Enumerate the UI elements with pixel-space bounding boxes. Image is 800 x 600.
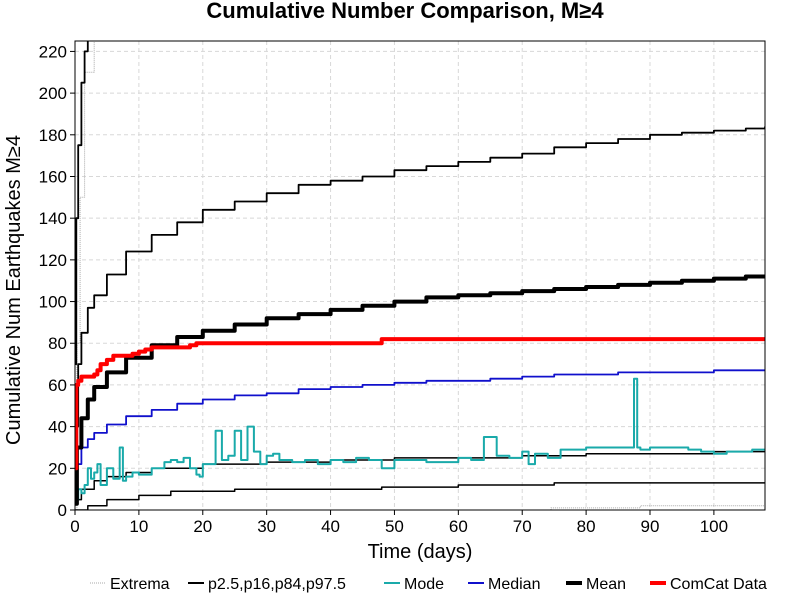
y-tick-label: 180 [39,126,67,145]
y-tick-label: 160 [39,167,67,186]
axis-ticks: 0 10 20 30 40 50 60 70 80 90 100 0 20 40 60 80 100 120 140… [39,42,728,536]
chart-title: Cumulative Number Comparison, M≥4 [206,0,604,23]
plot-area [75,41,765,510]
y-tick-label: 0 [58,501,67,520]
legend-label: ComCat Data [670,576,767,593]
series-line-mean [75,274,765,506]
series-line-comcat [75,337,765,471]
series-line-p97_5 [75,41,89,365]
series-line-p2_5 [75,482,765,510]
legend-label: Mean [586,576,626,593]
x-tick-label: 40 [321,517,340,536]
x-tick-label: 90 [641,517,660,536]
x-tick-label: 0 [70,517,79,536]
y-tick-label: 100 [39,293,67,312]
y-tick-label: 220 [39,42,67,61]
y-tick-label: 200 [39,84,67,103]
x-tick-label: 70 [513,517,532,536]
x-tick-label: 30 [257,517,276,536]
y-axis-label: Cumulative Num Earthquakes M≥4 [3,135,25,445]
y-tick-label: 80 [48,334,67,353]
x-tick-label: 60 [449,517,468,536]
y-tick-label: 40 [48,418,67,437]
y-tick-label: 140 [39,209,67,228]
legend-label: p2.5,p16,p84,p97.5 [208,576,346,593]
y-tick-label: 120 [39,251,67,270]
x-tick-label: 50 [385,517,404,536]
series-line-mode [75,377,765,501]
x-axis-label: Time (days) [368,541,473,563]
series-lines [75,41,765,510]
x-tick-label: 100 [700,517,728,536]
plot-frame [74,40,766,511]
legend-label: Mode [404,576,444,593]
series-line-p84 [75,126,765,428]
series-line-median [75,369,765,478]
y-tick-label: 60 [48,376,67,395]
y-tick-label: 20 [48,459,67,478]
x-tick-label: 20 [193,517,212,536]
x-tick-label: 80 [577,517,596,536]
legend-label: Median [488,576,540,593]
x-tick-label: 10 [129,517,148,536]
legend-label: Extrema [110,576,170,593]
legend: Extrema p2.5,p16,p84,p97.5 Mode Median Mean C… [90,576,767,593]
